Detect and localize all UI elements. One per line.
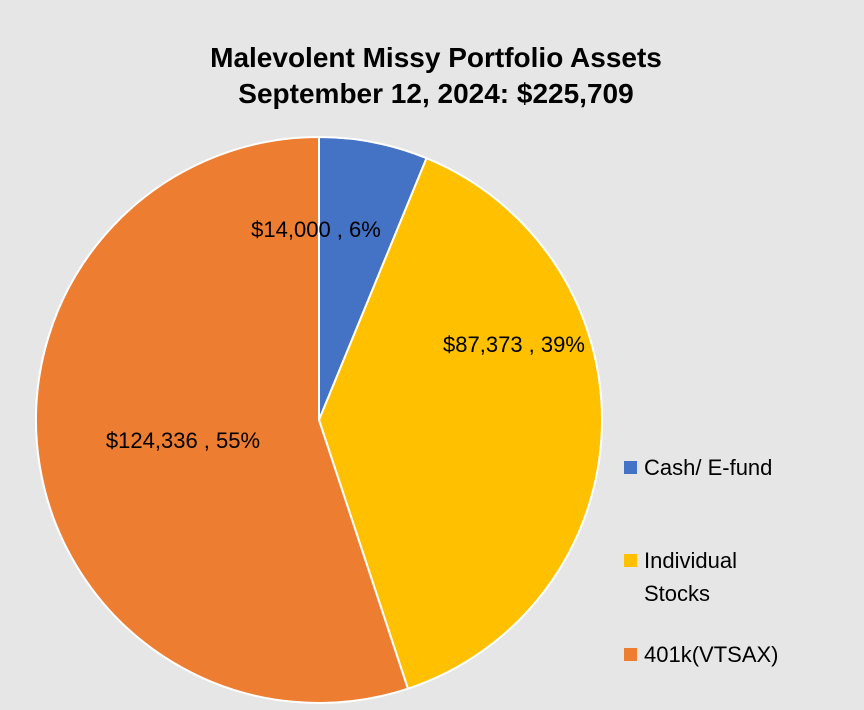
legend-label-cash: Cash/ E-fund [644,455,773,480]
data-label-401k: $124,336 , 55% [106,428,260,453]
pie-slice-401k [35,135,410,704]
chart-subtitle-line: September 12, 2024: $225,709 [238,78,634,109]
legend-label-individual-stocks-line2: Stocks [644,581,711,606]
chart-title-line: Malevolent Missy Portfolio Assets [210,42,662,73]
legend-swatch-401k [624,648,637,661]
data-label-cash: $14,000 , 6% [251,217,381,242]
chart-title: Malevolent Missy Portfolio Assets Septem… [0,40,864,112]
legend-swatch-individual-stocks [624,554,637,567]
legend-label-individual-stocks-line1: Individual [644,548,737,573]
pie-slice-individual-stocks [317,156,603,690]
legend-swatch-cash [624,461,637,474]
data-label-individual-stocks: $87,373 , 39% [443,332,585,357]
legend-label-401k: 401k(VTSAX) [644,642,779,667]
